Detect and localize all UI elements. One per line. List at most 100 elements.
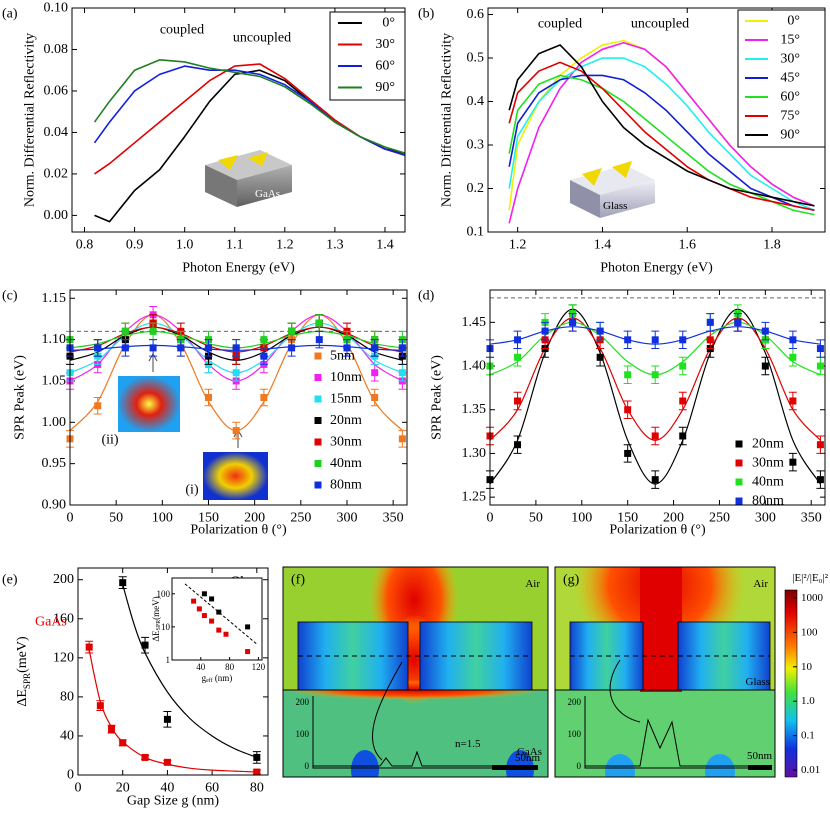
inset-y-tick-label: 10 <box>161 622 171 632</box>
index-label: n=1.5 <box>455 738 481 750</box>
data-point <box>624 449 632 457</box>
x-tick-label: 0.9 <box>126 238 144 253</box>
inset-y-label-part: ΔE <box>151 630 161 642</box>
data-point <box>816 362 824 370</box>
x-tick-label: 350 <box>801 511 822 526</box>
y-tick-label: 0.5 <box>467 51 485 66</box>
colorbar <box>784 589 798 778</box>
colorbar-tick-label: 10 <box>801 661 813 673</box>
region-label: Air <box>525 578 540 590</box>
y-tick-label: 1.25 <box>462 490 487 505</box>
spectrum-line <box>508 57 815 211</box>
near-field-inset <box>203 452 268 500</box>
x-tick-label: 150 <box>198 511 219 526</box>
inset-point <box>223 631 229 637</box>
legend-swatch <box>735 478 743 486</box>
data-point <box>288 344 296 352</box>
colorbar-tick-label: 1.0 <box>801 695 815 707</box>
y-axis-label: Norm. Differential Reflectivity <box>440 33 455 207</box>
substrate-label: Glass <box>603 200 627 212</box>
panel-label: (c) <box>2 289 18 304</box>
y-tick-label: 0.10 <box>44 1 69 16</box>
x-tick-label: 1.2 <box>509 238 527 253</box>
field-map-g <box>555 567 775 777</box>
inset-point <box>209 618 215 624</box>
data-point <box>253 753 261 761</box>
inset-x-label-part: g <box>202 673 207 683</box>
data-point <box>288 327 296 335</box>
y-axis-label: SPR Peak (eV) <box>430 355 445 440</box>
data-point <box>398 435 406 443</box>
y-tick-label: 0.1 <box>467 225 485 240</box>
legend-label: 45° <box>780 71 800 86</box>
inset-x-tick-label: 80 <box>225 662 235 672</box>
y-tick-label: 1.00 <box>42 415 67 430</box>
legend-swatch <box>314 352 322 360</box>
x-tick-label: 100 <box>152 511 173 526</box>
data-point <box>651 371 659 379</box>
inset-point <box>245 649 251 655</box>
legend-label: 60° <box>780 90 800 105</box>
x-tick-label: 250 <box>290 511 311 526</box>
y-tick-label: 0.04 <box>44 125 69 140</box>
region-label: Air <box>753 578 768 590</box>
legend-swatch <box>314 417 322 424</box>
y-tick-label: 0.90 <box>42 498 67 513</box>
colorbar-tick-label: 1000 <box>801 592 824 604</box>
data-point <box>789 353 797 361</box>
panel-label: (b) <box>418 7 435 22</box>
plot-frame <box>489 289 826 506</box>
x-tick-label: 60 <box>205 781 219 796</box>
legend-label: 15nm <box>330 392 362 407</box>
data-point <box>141 753 149 761</box>
inset-x-tick-label: 120 <box>252 662 266 672</box>
x-tick-label: 1.2 <box>276 238 294 253</box>
x-tick-label: 1.8 <box>763 238 781 253</box>
data-point <box>204 394 212 401</box>
colorbar-tick-label: 0.01 <box>801 764 820 776</box>
inset-point <box>201 591 207 597</box>
y-axis-label-part: ΔE <box>15 689 30 707</box>
legend-label: 30nm <box>330 435 362 450</box>
profile-tick: 100 <box>568 729 582 739</box>
data-point <box>96 702 104 710</box>
legend-swatch <box>735 459 743 467</box>
x-tick-label: 300 <box>755 511 776 526</box>
y-tick-label: 160 <box>53 611 74 626</box>
data-point <box>398 344 406 352</box>
y-tick-label: 200 <box>53 572 74 587</box>
data-point <box>706 318 714 326</box>
data-point <box>541 327 549 335</box>
series-label: GaAs <box>35 615 67 630</box>
data-point <box>624 406 632 414</box>
y-axis-label: Norm. Differential Reflectivity <box>23 33 38 207</box>
inset-point <box>216 609 222 615</box>
x-axis-label: Polarization θ (°) <box>190 523 287 538</box>
inset-point <box>196 606 202 612</box>
data-point <box>343 344 351 352</box>
data-point <box>177 344 185 352</box>
scale-label: 50nm <box>515 752 541 764</box>
inset-y-tick-label: 1 <box>166 655 171 665</box>
data-point <box>260 394 268 401</box>
profile-tick: 100 <box>296 729 310 739</box>
y-tick-label: 120 <box>53 650 74 665</box>
region-label: GaAs <box>517 746 542 758</box>
x-axis-label: Photon Energy (eV) <box>600 261 713 276</box>
y-axis-label-part: SPR <box>22 672 32 689</box>
x-tick-label: 0.8 <box>76 238 94 253</box>
inset-point <box>216 627 222 633</box>
y-tick-label: 0.3 <box>467 138 485 153</box>
panel-label: (a) <box>2 7 18 22</box>
annotation: (ii) <box>101 433 118 448</box>
legend-label: 5nm <box>330 349 355 364</box>
fit-curve <box>122 584 258 758</box>
data-point <box>651 476 659 484</box>
data-point <box>816 476 824 484</box>
legend-swatch <box>314 395 322 403</box>
annotation: coupled <box>538 17 582 32</box>
x-tick-label: 1.0 <box>176 238 194 253</box>
x-tick-label: 50 <box>529 511 543 526</box>
fit-curve <box>88 649 257 773</box>
y-tick-label: 40 <box>60 728 74 743</box>
